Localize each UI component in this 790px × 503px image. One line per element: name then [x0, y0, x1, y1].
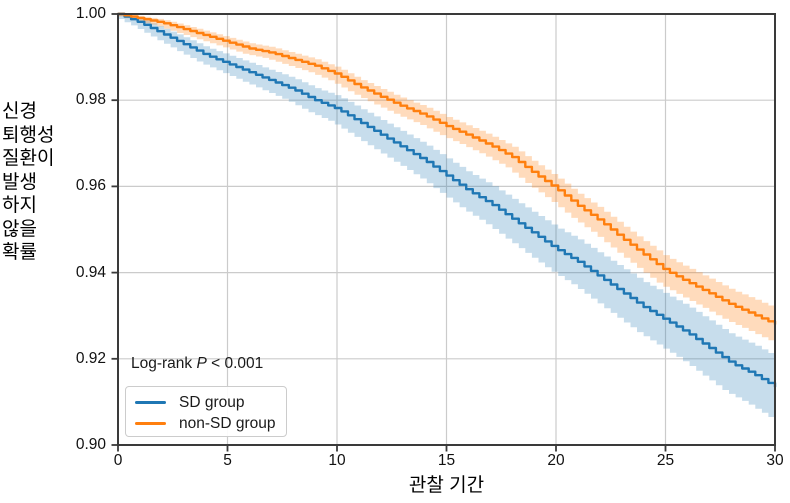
non-sd-group-confidence-band — [118, 13, 775, 341]
logrank-annotation: Log-rank P < 0.001 — [131, 355, 263, 373]
y-tick-label-0.94: 0.94 — [75, 263, 106, 281]
y-tick-label-0.92: 0.92 — [75, 349, 106, 367]
non-sd-group-legend-label: non-SD group — [179, 414, 276, 432]
y-tick-label-0.98: 0.98 — [75, 91, 106, 109]
legend-item-sd-group: SD group — [135, 392, 286, 413]
sd-group-legend-label: SD group — [179, 393, 245, 411]
sd-group-confidence-band — [118, 12, 775, 418]
logrank-annotation-p-symbol: P — [196, 355, 207, 372]
x-axis-label: 관찰 기간 — [408, 475, 485, 496]
logrank-annotation-prefix: Log-rank — [131, 355, 197, 372]
y-axis-label: 신경 퇴행성 질환이 발생 하지 않을 확률 — [2, 101, 55, 263]
sd-group-curve — [116, 12, 777, 388]
y-tick-label-0.96: 0.96 — [75, 177, 106, 195]
non-sd-group-line-swatch — [135, 422, 166, 425]
tick-marks-layer — [111, 13, 776, 452]
x-tick-label-0: 0 — [113, 452, 123, 469]
confidence-bands-layer — [118, 12, 775, 418]
legend-item-non-sd-group: non-SD group — [135, 413, 286, 434]
survival-curves-layer — [116, 12, 777, 388]
x-tick-label-5: 5 — [223, 452, 232, 469]
x-tick-label-15: 15 — [437, 452, 456, 469]
y-tick-label-1.00: 1.00 — [75, 5, 106, 22]
grid-layer — [118, 14, 775, 445]
x-tick-label-10: 10 — [328, 452, 346, 469]
logrank-annotation-suffix: < 0.001 — [206, 355, 264, 372]
x-tick-label-30: 30 — [766, 452, 784, 469]
sd-group-line-swatch — [135, 401, 166, 404]
legend: SD group non-SD group — [125, 386, 287, 437]
x-tick-label-25: 25 — [656, 452, 675, 469]
non-sd-group-curve — [116, 12, 777, 326]
x-tick-label-20: 20 — [547, 452, 565, 469]
y-tick-label-0.90: 0.90 — [75, 436, 106, 453]
